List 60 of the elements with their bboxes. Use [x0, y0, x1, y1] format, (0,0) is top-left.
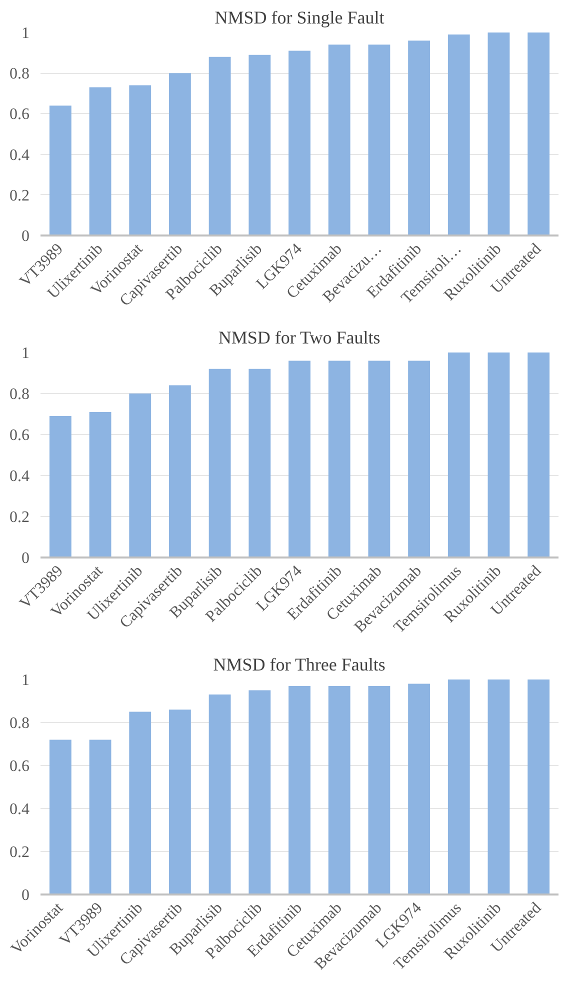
- y-tick-label: 0.2: [10, 187, 30, 204]
- bar: [368, 360, 390, 558]
- bar: [208, 368, 231, 558]
- bar: [169, 385, 191, 558]
- bar: [89, 412, 112, 558]
- y-tick-label: 1: [22, 672, 30, 689]
- bar: [328, 686, 350, 894]
- bar: [288, 50, 310, 236]
- y-tick-label: 0.2: [10, 509, 30, 526]
- y-tick-label: 0: [22, 887, 30, 904]
- bar: [328, 44, 350, 236]
- y-tick-label: 0.8: [10, 66, 30, 83]
- bar: [448, 680, 470, 894]
- bar: [169, 73, 191, 236]
- bar: [288, 686, 310, 894]
- bar: [408, 684, 430, 894]
- bar: [368, 44, 390, 236]
- bar: [368, 686, 390, 894]
- bar: [488, 352, 510, 558]
- bar: [448, 352, 470, 558]
- bar: [488, 32, 510, 236]
- bar: [248, 368, 271, 558]
- bar: [528, 352, 550, 558]
- bar: [448, 34, 470, 236]
- bar: [288, 360, 310, 558]
- chart-title: NMSD for Three Faults: [213, 654, 386, 674]
- bar: [248, 690, 271, 894]
- bar: [208, 694, 231, 894]
- bar: [49, 740, 72, 894]
- bar: [528, 32, 550, 236]
- bar: [169, 710, 191, 894]
- chart-title: NMSD for Single Fault: [214, 8, 384, 28]
- bar: [408, 360, 430, 558]
- bar: [89, 740, 112, 894]
- bar: [129, 85, 152, 236]
- y-tick-label: 0: [22, 550, 30, 567]
- y-tick-label: 0.2: [10, 844, 30, 861]
- y-tick-label: 0.6: [10, 106, 30, 124]
- y-tick-label: 0.4: [10, 146, 30, 164]
- y-tick-label: 0.8: [10, 386, 30, 403]
- chart-title: NMSD for Two Faults: [218, 328, 380, 348]
- bar: [89, 87, 112, 236]
- bar: [408, 40, 430, 236]
- bar: [129, 394, 152, 558]
- y-tick-label: 0.4: [10, 468, 30, 485]
- y-tick-label: 0.4: [10, 801, 30, 818]
- bar: [49, 416, 72, 558]
- y-tick-label: 0.6: [10, 427, 30, 444]
- bar: [328, 360, 350, 558]
- bar: [129, 712, 152, 894]
- y-tick-label: 1: [22, 25, 30, 42]
- bar: [208, 56, 231, 236]
- bar: [49, 106, 72, 236]
- y-tick-label: 1: [22, 345, 30, 362]
- bar: [528, 680, 550, 894]
- bar: [488, 680, 510, 894]
- bar: [248, 54, 271, 236]
- y-tick-label: 0: [22, 228, 30, 245]
- y-tick-label: 0.6: [10, 758, 30, 775]
- y-tick-label: 0.8: [10, 715, 30, 732]
